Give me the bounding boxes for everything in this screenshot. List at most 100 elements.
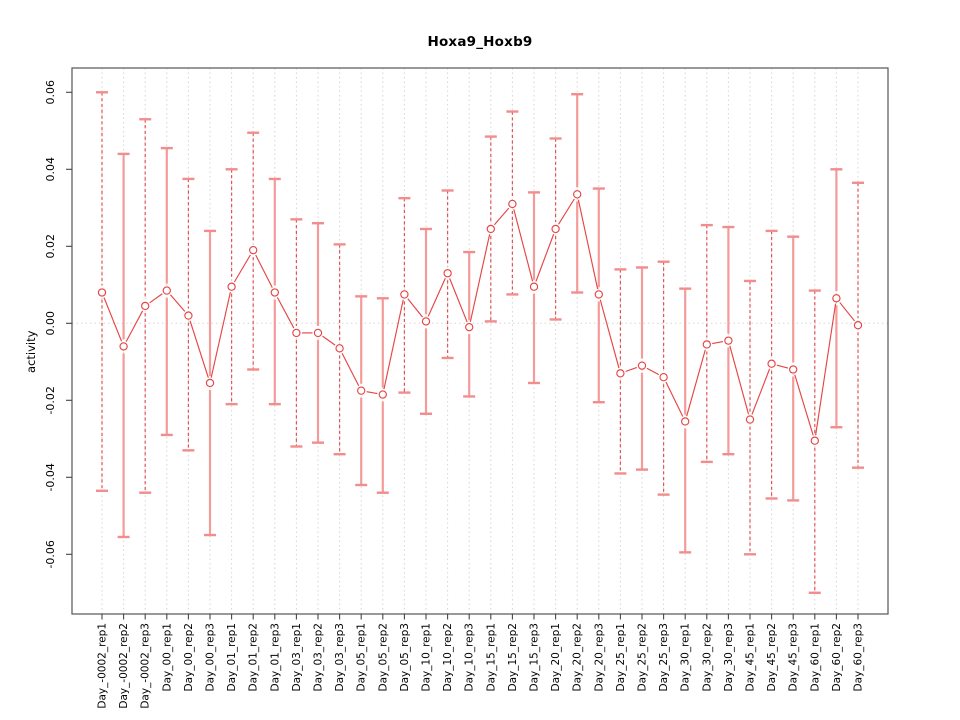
- x-tick-label: Day_05_rep1: [356, 623, 368, 692]
- data-point: [810, 436, 819, 445]
- x-tick-label: Day_20_rep3: [593, 623, 605, 692]
- series-line-segment: [341, 352, 360, 387]
- x-tick-label: Day_25_rep3: [658, 623, 670, 692]
- data-point: [119, 342, 128, 351]
- x-tick-label: Day_20_rep2: [572, 623, 584, 692]
- data-point: [681, 417, 690, 426]
- x-tick-label: Day_15_rep1: [485, 623, 497, 692]
- data-point: [529, 282, 539, 291]
- data-point: [616, 369, 625, 378]
- data-point: [249, 245, 258, 255]
- data-point: [227, 282, 236, 291]
- data-point: [400, 290, 409, 299]
- data-point: [357, 386, 366, 395]
- series-line-segment: [383, 299, 404, 390]
- x-tick-label: Day_30_rep2: [701, 623, 713, 692]
- y-tick-label: 0.06: [44, 80, 57, 105]
- series-line-segment: [815, 303, 837, 436]
- x-tick-label: Day_-0002_rep2: [118, 623, 130, 709]
- x-tick-label: Day_05_rep3: [399, 623, 411, 692]
- y-tick-label: 0.04: [44, 157, 57, 182]
- data-point: [724, 336, 733, 345]
- data-point: [853, 321, 863, 330]
- data-point: [184, 311, 193, 320]
- series-line-segment: [103, 297, 123, 342]
- data-point: [205, 378, 215, 388]
- data-point: [162, 286, 171, 295]
- y-tick-label: 0.02: [44, 234, 57, 258]
- x-tick-label: Day_03_rep2: [313, 623, 325, 692]
- series-line-segment: [469, 234, 491, 322]
- x-tick-label: Day_01_rep1: [226, 623, 238, 692]
- series-line-segment: [493, 207, 510, 226]
- x-tick-label: Day_15_rep2: [507, 623, 519, 692]
- series-line-segment: [189, 320, 209, 378]
- series-line-segment: [558, 198, 575, 225]
- series-line-segment: [839, 302, 856, 322]
- x-tick-label: Day_10_rep2: [442, 623, 454, 692]
- series-line-segment: [535, 233, 555, 282]
- plot-border: [71, 67, 889, 615]
- series-line-segment: [665, 381, 684, 417]
- x-tick-label: Day_60_rep3: [853, 623, 865, 692]
- data-point: [97, 288, 107, 297]
- data-point: [789, 365, 798, 374]
- series-line-segment: [599, 299, 620, 369]
- x-tick-label: Day_10_rep3: [464, 623, 476, 692]
- y-tick-label: -0.02: [44, 386, 57, 414]
- data-point: [637, 361, 647, 370]
- series-line-segment: [751, 368, 771, 415]
- x-tick-label: Day_00_rep1: [161, 623, 173, 692]
- series-line-segment: [513, 209, 534, 282]
- data-point: [594, 290, 603, 299]
- series-line-segment: [210, 291, 231, 378]
- x-tick-label: Day_01_rep3: [269, 623, 281, 692]
- data-point: [378, 390, 387, 399]
- series-line-segment: [712, 341, 724, 345]
- x-tick-label: Day_00_rep2: [183, 623, 195, 692]
- x-tick-label: Day_00_rep3: [205, 623, 217, 692]
- series-line-segment: [776, 364, 789, 369]
- data-point: [141, 301, 150, 311]
- series-line-segment: [366, 391, 378, 395]
- x-tick-label: Day_20_rep1: [550, 623, 562, 692]
- data-point: [508, 199, 517, 209]
- data-point: [486, 224, 495, 234]
- x-tick-label: Day_03_rep3: [334, 623, 346, 692]
- data-point: [443, 269, 452, 278]
- y-tick-label: -0.04: [44, 463, 57, 491]
- data-point: [270, 288, 279, 297]
- data-point: [745, 415, 755, 424]
- series-line-segment: [233, 254, 251, 283]
- series-line-segment: [149, 293, 163, 304]
- x-tick-label: Day_60_rep1: [809, 623, 821, 692]
- data-point: [767, 359, 776, 368]
- y-tick-label: -0.06: [44, 540, 57, 568]
- series-line-segment: [577, 199, 599, 290]
- x-tick-label: Day_30_rep1: [680, 623, 692, 692]
- series-line-segment: [427, 278, 446, 317]
- x-tick-label: Day_45_rep2: [766, 623, 778, 692]
- data-point: [465, 322, 474, 332]
- x-tick-label: Day_10_rep1: [421, 623, 433, 692]
- data-point: [832, 294, 841, 303]
- x-tick-label: Day_-0002_rep3: [140, 623, 152, 709]
- x-tick-label: Day_25_rep2: [637, 623, 649, 692]
- series-line-segment: [255, 254, 273, 288]
- series-line-segment: [794, 374, 814, 436]
- series-line-segment: [449, 278, 468, 323]
- data-point: [421, 317, 431, 326]
- data-point: [573, 190, 582, 199]
- x-tick-label: Day_01_rep2: [248, 623, 260, 692]
- x-tick-label: Day_30_rep3: [723, 623, 735, 692]
- plot-title: Hoxa9_Hoxb9: [427, 34, 533, 50]
- series-line-segment: [625, 366, 638, 373]
- series-line-segment: [169, 294, 186, 312]
- series-line-segment: [125, 310, 144, 342]
- series-line-segment: [407, 298, 424, 318]
- x-tick-label: Day_15_rep3: [529, 623, 541, 692]
- series-line-segment: [322, 335, 336, 346]
- data-point: [551, 224, 560, 234]
